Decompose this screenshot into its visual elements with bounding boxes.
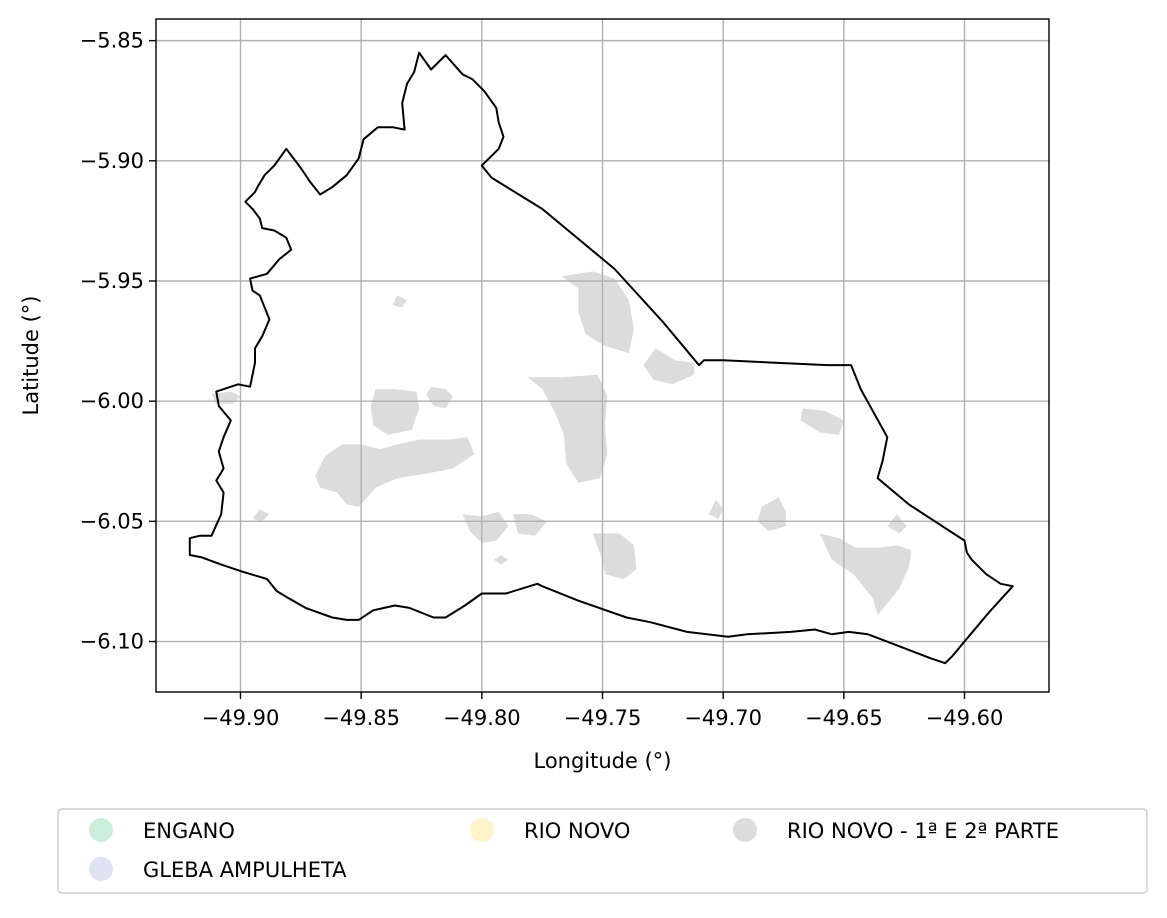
- y-axis-ticks: −5.85 −5.90 −5.95 −6.00 −6.05 −6.10: [80, 29, 156, 654]
- legend-marker: [733, 818, 757, 842]
- x-axis-label: Longitude (°): [533, 749, 671, 773]
- legend-marker: [470, 818, 494, 842]
- legend-box: [57, 808, 1148, 894]
- x-tick-label: −49.60: [926, 706, 1004, 730]
- region-patch: [252, 509, 270, 522]
- legend-label: RIO NOVO: [524, 819, 630, 843]
- region-patch: [800, 408, 844, 435]
- region-patch: [757, 497, 786, 531]
- legend-item: RIO NOVO - 1ª E 2ª PARTE: [733, 818, 1059, 843]
- region-patch: [561, 271, 634, 354]
- region-patch: [493, 555, 509, 565]
- y-tick-label: −5.95: [80, 269, 144, 293]
- legend-marker: [89, 818, 113, 842]
- y-tick-label: −6.05: [80, 509, 144, 533]
- region-patch: [392, 295, 407, 308]
- region-patch: [819, 533, 912, 616]
- region-patch: [315, 437, 475, 507]
- legend-label: RIO NOVO - 1ª E 2ª PARTE: [787, 819, 1059, 843]
- y-axis-label: Latitude (°): [19, 296, 43, 416]
- region-patch: [426, 386, 453, 409]
- municipality-boundary: [188, 51, 1014, 665]
- region-patch: [462, 511, 509, 543]
- legend-label: GLEBA AMPULHETA: [143, 858, 347, 882]
- legend-label: ENGANO: [143, 819, 235, 843]
- x-tick-label: −49.75: [564, 706, 642, 730]
- y-tick-label: −6.10: [80, 630, 144, 654]
- x-tick-label: −49.80: [443, 706, 521, 730]
- x-tick-label: −49.65: [805, 706, 883, 730]
- region-patch: [370, 389, 420, 435]
- x-tick-label: −49.70: [684, 706, 762, 730]
- legend: ENGANO GLEBA AMPULHETA RIO NOVO RIO NOVO - …: [57, 808, 1148, 894]
- region-patch: [643, 348, 695, 385]
- grid-layer: [156, 19, 1049, 692]
- legend-item: GLEBA AMPULHETA: [89, 857, 347, 882]
- y-tick-label: −5.90: [80, 149, 144, 173]
- region-patch: [887, 514, 907, 534]
- x-tick-label: −49.90: [202, 706, 280, 730]
- region-patch: [513, 514, 547, 536]
- x-tick-label: −49.85: [322, 706, 400, 730]
- y-tick-label: −6.00: [80, 389, 144, 413]
- legend-item: ENGANO: [89, 818, 235, 843]
- region-patch: [708, 499, 724, 519]
- x-axis-ticks: −49.90 −49.85 −49.80 −49.75 −49.70 −49.65 −49.…: [202, 692, 1004, 730]
- region-patch: [592, 533, 637, 579]
- legend-item: RIO NOVO: [470, 818, 630, 843]
- legend-marker: [89, 857, 113, 881]
- y-tick-label: −5.85: [80, 29, 144, 53]
